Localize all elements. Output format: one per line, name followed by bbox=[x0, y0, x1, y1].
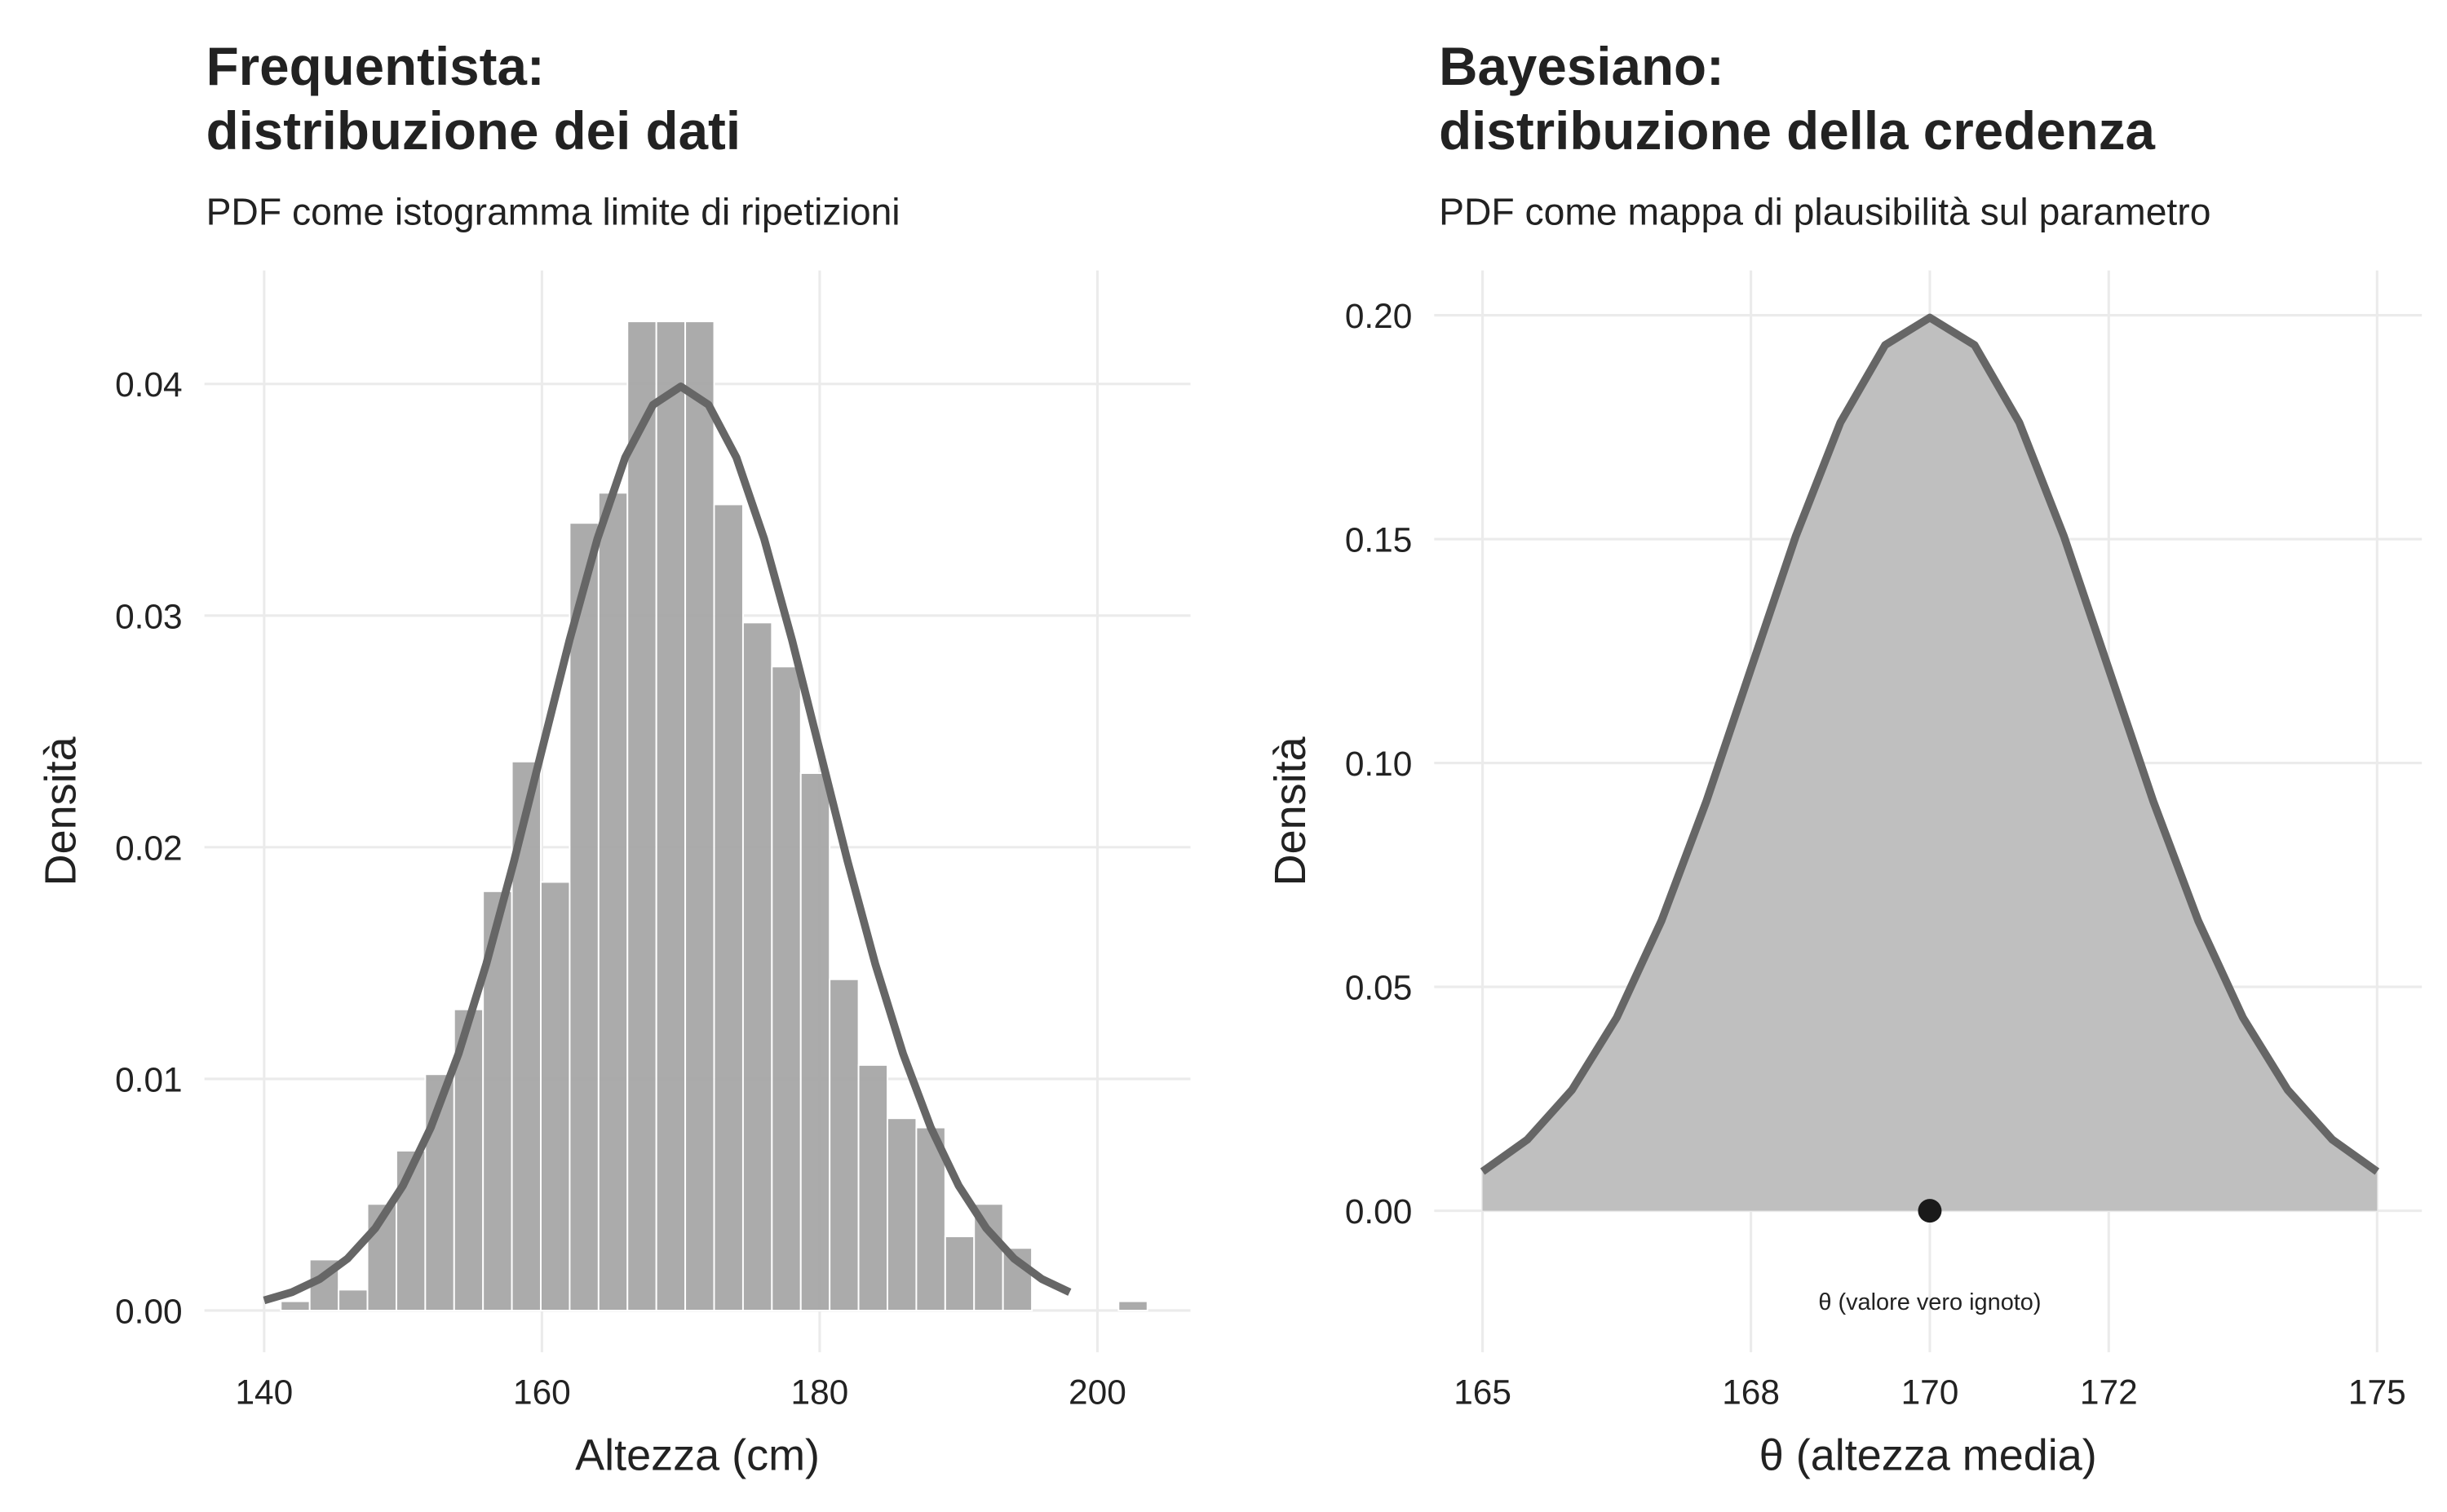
bar bbox=[626, 321, 657, 1311]
bar bbox=[338, 1289, 369, 1311]
panel: Frequentista:distribuzione dei dati PDF c… bbox=[37, 37, 1191, 1480]
x-tick-label: 170 bbox=[1901, 1373, 1959, 1412]
true-value-point bbox=[1918, 1199, 1942, 1223]
bar bbox=[1117, 1300, 1148, 1311]
x-tick-label: 200 bbox=[1069, 1373, 1126, 1412]
y-tick-label: 0.00 bbox=[1345, 1192, 1413, 1231]
y-tick-label: 0.15 bbox=[1345, 520, 1413, 559]
chart-subtitle: PDF come mappa di plausibilità sul param… bbox=[1439, 191, 2210, 233]
bar bbox=[944, 1236, 976, 1311]
y-tick-label: 0.20 bbox=[1345, 297, 1413, 335]
bar bbox=[655, 321, 687, 1311]
bar bbox=[511, 760, 542, 1311]
bar bbox=[713, 503, 744, 1311]
chart-subtitle: PDF come istogramma limite di ripetizion… bbox=[206, 191, 900, 233]
x-tick-label: 160 bbox=[513, 1373, 571, 1412]
bar bbox=[857, 1063, 888, 1311]
y-tick-label: 0.05 bbox=[1345, 969, 1413, 1007]
y-tick-label: 0.00 bbox=[115, 1292, 183, 1330]
bar bbox=[915, 1126, 946, 1311]
bar bbox=[771, 665, 802, 1311]
bar bbox=[799, 772, 831, 1311]
x-tick-label: 175 bbox=[2348, 1373, 2406, 1412]
chart-title: distribuzione dei dati bbox=[206, 101, 741, 161]
density-area bbox=[1482, 317, 2378, 1211]
bar bbox=[540, 881, 571, 1311]
x-tick-label: 168 bbox=[1722, 1373, 1780, 1412]
chart-title: Frequentista: bbox=[206, 37, 545, 96]
annotation: θ (valore vero ignoto) bbox=[1818, 1289, 2041, 1315]
bar bbox=[569, 522, 600, 1311]
y-tick-label: 0.04 bbox=[115, 365, 183, 404]
y-tick-label: 0.02 bbox=[115, 829, 183, 867]
y-tick-label: 0.03 bbox=[115, 597, 183, 635]
bar bbox=[741, 621, 773, 1311]
x-axis-title: Altezza (cm) bbox=[575, 1431, 820, 1480]
x-tick-label: 172 bbox=[2080, 1373, 2138, 1412]
bar bbox=[829, 978, 860, 1311]
y-axis-title: Densità bbox=[1266, 736, 1315, 886]
x-axis-title: θ (altezza media) bbox=[1759, 1431, 2097, 1480]
x-tick-label: 165 bbox=[1454, 1373, 1511, 1412]
bar bbox=[887, 1117, 918, 1311]
panel: Bayesiano:distribuzione della credenza PD… bbox=[1266, 37, 2423, 1480]
bar bbox=[280, 1300, 311, 1311]
y-tick-label: 0.01 bbox=[115, 1060, 183, 1099]
bar bbox=[684, 321, 715, 1311]
x-tick-label: 140 bbox=[235, 1373, 293, 1412]
x-tick-label: 180 bbox=[791, 1373, 849, 1412]
y-tick-label: 0.10 bbox=[1345, 745, 1413, 783]
chart-title: Bayesiano: bbox=[1439, 37, 1724, 96]
bar bbox=[597, 492, 629, 1311]
density-curve bbox=[1480, 313, 2380, 1175]
y-axis-title: Densità bbox=[37, 736, 86, 886]
chart-title: distribuzione della credenza bbox=[1439, 101, 2155, 161]
density-curve bbox=[263, 382, 1072, 1305]
